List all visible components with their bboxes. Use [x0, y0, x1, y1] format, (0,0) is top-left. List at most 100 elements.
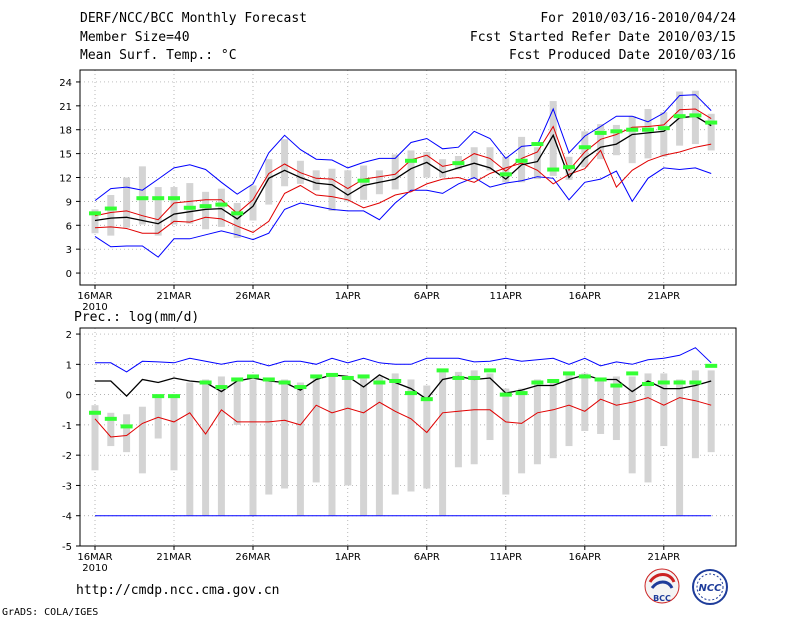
ensemble-box [644, 109, 652, 159]
observed-marker [231, 211, 244, 216]
observed-marker [231, 377, 244, 382]
y-tick-label: -1 [62, 421, 72, 432]
ensemble-box [407, 150, 415, 192]
ensemble-box [249, 379, 257, 516]
observed-marker [689, 380, 702, 385]
observed-marker [657, 380, 670, 385]
observed-marker [594, 377, 607, 382]
observed-marker [563, 165, 575, 170]
forecast-range: For 2010/03/16-2010/04/24 [540, 11, 736, 26]
series-line-mean [95, 374, 712, 401]
ensemble-box [423, 152, 431, 178]
ensemble-box [281, 379, 289, 489]
x-tick-label: 11APR [490, 291, 523, 302]
grads-credit: GrADS: COLA/IGES [2, 607, 99, 618]
source-url[interactable]: http://cmdp.ncc.cma.gov.cn [76, 583, 280, 598]
y-tick-label: 0 [66, 269, 72, 280]
observed-marker [341, 375, 354, 380]
observed-marker [531, 380, 544, 385]
x-tick-label: 21APR [648, 552, 681, 563]
y-tick-label: 15 [59, 150, 72, 161]
ncc-logo-icon: NCC [692, 569, 728, 605]
ensemble-box [202, 191, 210, 230]
observed-marker [689, 113, 702, 118]
ensemble-box [217, 188, 225, 227]
ensemble-box [154, 187, 162, 236]
x-tick-label: 21APR [648, 291, 681, 302]
bcc-logo-icon: BCC [644, 568, 680, 604]
ensemble-box [312, 170, 320, 191]
ensemble-box [233, 202, 241, 239]
observed-marker [326, 372, 338, 377]
ensemble-box [217, 376, 225, 516]
ensemble-box [312, 376, 320, 483]
ensemble-box [565, 373, 573, 447]
observed-marker [183, 205, 196, 210]
ensemble-box [123, 414, 131, 453]
y-tick-label: 21 [59, 102, 72, 113]
series-line-max [95, 347, 712, 373]
ensemble-box [186, 382, 194, 516]
ensemble-box [265, 377, 273, 495]
y-tick-label: 6 [66, 221, 72, 232]
observed-marker [357, 374, 370, 379]
x-tick-label: 21MAR [156, 291, 191, 302]
ensemble-box [707, 370, 715, 453]
observed-marker [373, 380, 386, 385]
ensemble-box [138, 166, 146, 225]
ensemble-box [533, 379, 541, 465]
agency-logos: BCC NCC [644, 568, 728, 605]
ensemble-box [660, 112, 668, 157]
observed-marker [673, 114, 686, 119]
x-year-label: 2010 [82, 563, 107, 574]
observed-marker [626, 127, 639, 132]
observed-marker [515, 158, 528, 163]
ensemble-box [170, 187, 178, 225]
observed-marker [262, 377, 275, 382]
ensemble-box [107, 195, 115, 236]
observed-marker [120, 424, 133, 429]
observed-marker [499, 392, 512, 397]
observed-marker [310, 374, 323, 379]
produced-date: Fcst Produced Date 2010/03/16 [509, 48, 736, 63]
observed-marker [642, 382, 654, 387]
precip-title: Prec.: log(mm/d) [74, 310, 200, 325]
ncc-logo-text: NCC [698, 583, 722, 594]
y-tick-label: -4 [62, 512, 72, 523]
ensemble-box [391, 154, 399, 190]
ensemble-box [691, 370, 699, 459]
ensemble-box [533, 147, 541, 180]
observed-marker [610, 383, 623, 388]
observed-marker [578, 374, 591, 379]
ensemble-box [407, 379, 415, 492]
observed-marker [594, 130, 607, 135]
y-tick-label: 9 [66, 197, 72, 208]
ensemble-box [597, 379, 605, 434]
observed-marker [89, 410, 101, 415]
ensemble-box [123, 177, 131, 228]
x-tick-label: 6APR [414, 291, 440, 302]
ensemble-box [644, 373, 652, 483]
ensemble-box [423, 385, 431, 489]
observed-marker [389, 378, 402, 383]
ensemble-box [676, 379, 684, 516]
ensemble-box [296, 382, 304, 516]
chart-title: DERF/NCC/BCC Monthly Forecast [80, 11, 307, 26]
observed-marker [673, 380, 686, 385]
observed-marker [294, 385, 307, 390]
series-line-mean [94, 115, 712, 225]
observed-marker [89, 211, 101, 216]
observed-marker [610, 129, 623, 134]
ensemble-box [502, 388, 510, 495]
y-tick-label: -5 [62, 542, 72, 553]
ensemble-box [612, 124, 620, 156]
observed-marker [104, 206, 117, 211]
ensemble-box [612, 376, 620, 441]
y-tick-label: 2 [66, 330, 72, 341]
x-tick-label: 16MAR [77, 552, 112, 563]
y-tick-label: 18 [59, 126, 72, 137]
y-tick-label: -2 [62, 451, 72, 462]
series-line-max [94, 167, 712, 258]
plot-frame [79, 69, 737, 286]
observed-marker [278, 380, 291, 385]
